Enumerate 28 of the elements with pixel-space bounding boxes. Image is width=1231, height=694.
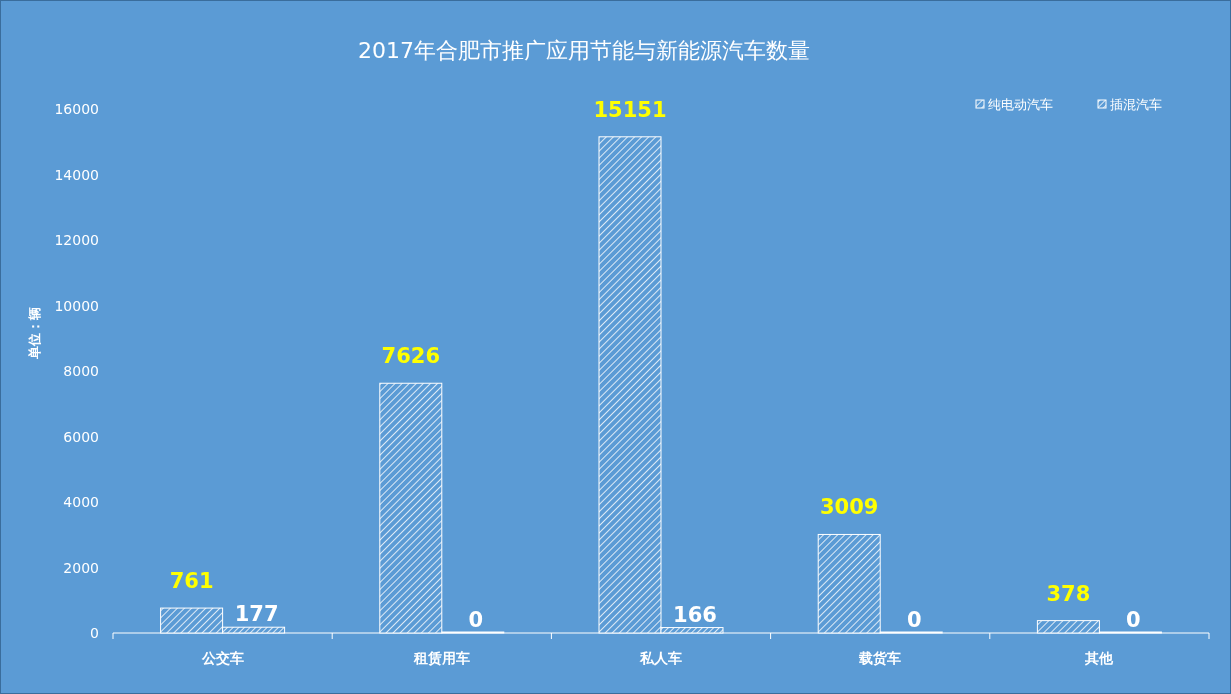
y-tick-label: 4000 <box>63 494 99 510</box>
data-label: 761 <box>169 569 214 594</box>
data-label: 3009 <box>819 495 879 520</box>
data-label: 177 <box>234 602 279 627</box>
x-tick-label: 租赁用车 <box>412 650 470 666</box>
y-tick-label: 12000 <box>54 232 99 248</box>
data-label: 15151 <box>593 97 667 122</box>
y-tick-label: 8000 <box>63 363 99 379</box>
x-tick-label: 私人车 <box>639 650 682 666</box>
legend-label: 插混汽车 <box>1110 97 1162 112</box>
data-label: 166 <box>673 602 717 627</box>
y-tick-label: 14000 <box>54 166 99 183</box>
data-label: 0 <box>468 608 484 632</box>
x-tick-label: 载货车 <box>858 650 902 666</box>
data-label: 0 <box>906 608 922 632</box>
data-label: 0 <box>1126 608 1141 632</box>
y-tick-label: 0 <box>90 625 99 641</box>
x-tick-label: 公交车 <box>200 650 244 666</box>
data-label: 7626 <box>381 344 441 369</box>
chart-title: 2017年合肥市推广应用节能与新能源汽车数量 <box>358 38 810 63</box>
y-tick-label: 6000 <box>63 428 99 445</box>
y-tick-label: 2000 <box>63 559 99 576</box>
y-tick-label: 16000 <box>54 101 99 117</box>
legend-label: 纯电动汽车 <box>988 97 1053 112</box>
x-tick-label: 其他 <box>1084 650 1115 666</box>
y-tick-label: 10000 <box>54 297 99 314</box>
y-axis-title: 单位：辆 <box>27 307 42 360</box>
data-label: 378 <box>1046 581 1091 606</box>
